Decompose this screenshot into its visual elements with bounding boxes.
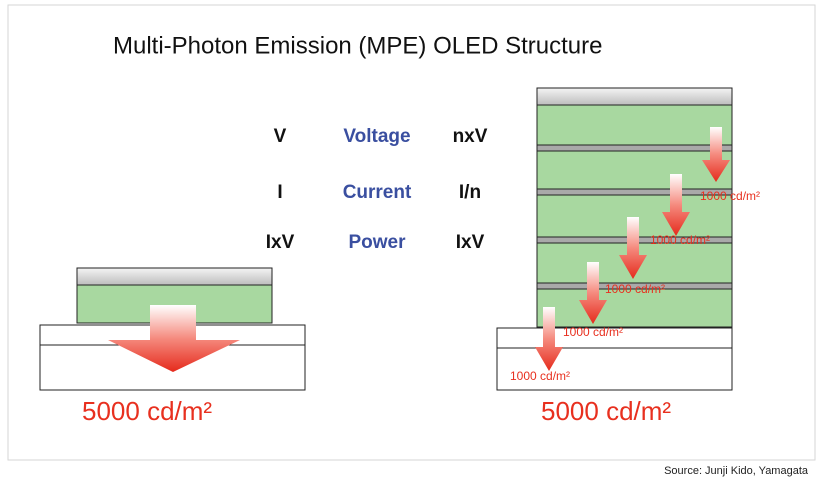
comparison: V Voltage nxV I Current I/n IxV Power Ix…	[266, 126, 488, 253]
single-value: IxV	[266, 232, 295, 253]
single-value: V	[274, 126, 287, 147]
single-value: I	[277, 182, 282, 203]
unit-arrow	[535, 307, 563, 371]
stacked-output: 5000 cd/m²	[541, 396, 671, 426]
unit-arrow	[662, 174, 690, 236]
stacked-device	[496, 87, 733, 391]
unit-output: 1000 cd/m²	[650, 233, 710, 247]
organic-stack	[536, 104, 733, 328]
charge-generation-layer	[536, 282, 733, 290]
unit-arrow	[702, 127, 730, 182]
source: Source: Junji Kido, Yamagata	[664, 465, 809, 477]
unit-output: 1000 cd/m²	[700, 189, 760, 203]
single-device	[39, 267, 306, 391]
stacked-value: I/n	[459, 182, 481, 203]
single-output: 5000 cd/m²	[82, 396, 212, 426]
unit-output: 1000 cd/m²	[510, 369, 570, 383]
quantity: Current	[343, 182, 412, 203]
emission-arrow	[108, 305, 240, 372]
unit-arrow	[619, 217, 647, 279]
title: Multi-Photon Emission (MPE) OLED Structu…	[113, 32, 602, 59]
unit-output: 1000 cd/m²	[605, 282, 665, 296]
quantity: Voltage	[343, 126, 410, 147]
stacked-value: IxV	[456, 232, 485, 253]
quantity: Power	[348, 232, 406, 253]
charge-generation-layer	[536, 188, 733, 196]
substrate	[496, 347, 733, 391]
unit-arrow	[579, 262, 607, 324]
cathode	[76, 267, 273, 286]
unit-output: 1000 cd/m²	[563, 325, 623, 339]
stacked-value: nxV	[453, 126, 488, 147]
cathode	[536, 87, 733, 106]
charge-generation-layer	[536, 144, 733, 152]
